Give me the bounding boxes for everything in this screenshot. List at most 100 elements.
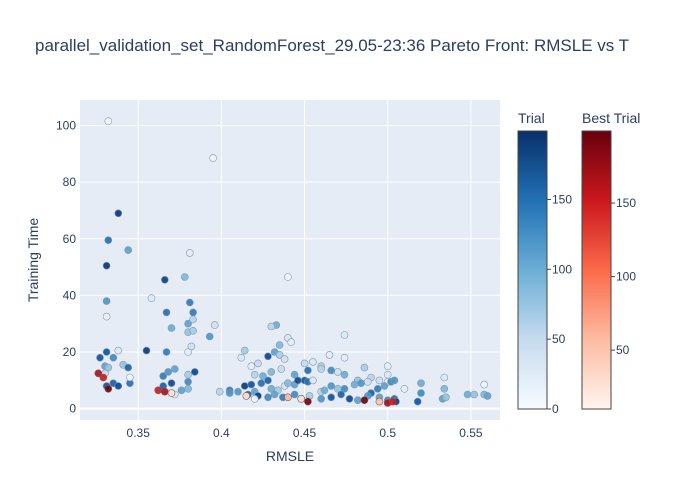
trial-point (270, 390, 279, 399)
trial-point (210, 321, 219, 329)
colorbar-tick-label: 50 (552, 332, 566, 346)
trial-point (340, 331, 349, 339)
trial-point (294, 376, 302, 385)
trial-point (275, 351, 284, 359)
best-trial-point (154, 386, 162, 395)
best-trial-point (167, 389, 176, 397)
trial-point (254, 359, 262, 368)
data-points (94, 117, 492, 407)
x-tick-label: 0.35 (127, 426, 151, 440)
trial-point (102, 348, 111, 356)
trial-point (327, 382, 336, 390)
trial-point (167, 324, 176, 332)
trial-point (309, 358, 317, 366)
trial-point (267, 368, 276, 376)
trial-point (264, 393, 272, 402)
trial-point (333, 368, 342, 376)
trial-point (102, 297, 111, 305)
best-trial-point (99, 373, 108, 382)
trial-point (390, 376, 399, 385)
trial-point (400, 384, 409, 393)
y-tick-label: 60 (63, 232, 77, 246)
trial-point (290, 390, 299, 399)
trial-point (280, 355, 289, 363)
trial-point (189, 315, 197, 324)
trial-point (114, 346, 123, 355)
colorbar-trial: Trial 0 50 100 150 (517, 110, 572, 416)
trial-point (162, 348, 171, 356)
x-tick-label: 0.4 (213, 426, 230, 440)
trial-point (413, 397, 422, 406)
trial-point (373, 384, 382, 393)
trial-point (102, 312, 111, 321)
trial-point (142, 346, 151, 355)
trial-point (327, 366, 336, 375)
trial-point (375, 376, 384, 385)
trial-point (300, 359, 309, 368)
trial-point (264, 376, 272, 385)
trial-point (442, 393, 450, 402)
trial-point (184, 384, 192, 393)
trial-point (340, 384, 349, 393)
trial-point (225, 389, 234, 397)
colorbar-best-trial-title: Best Trial (582, 110, 640, 126)
trial-point (164, 368, 172, 376)
trial-point (417, 379, 425, 388)
trial-point (234, 387, 242, 396)
trial-point (104, 363, 113, 372)
trial-point (250, 394, 259, 403)
trial-point (162, 308, 171, 317)
trial-point (215, 387, 224, 396)
trial-point (114, 382, 123, 390)
trial-point (187, 342, 196, 351)
colorbar-trial-title: Trial (518, 110, 545, 126)
trial-point (277, 365, 286, 373)
best-trial-point (161, 387, 169, 396)
trial-point (96, 353, 104, 362)
colorbar-best-trial-ticks: 50 100 150 (611, 196, 636, 357)
best-trial-point (360, 396, 369, 405)
trial-point (161, 275, 169, 284)
trial-point (184, 319, 192, 328)
y-axis-label: Training Time (25, 218, 41, 303)
trial-point (363, 377, 372, 386)
trial-point (184, 377, 192, 386)
trial-point (147, 294, 156, 303)
y-tick-label: 0 (69, 402, 76, 416)
trial-point (184, 348, 192, 356)
trial-point (284, 273, 292, 281)
trial-point (290, 370, 299, 379)
colorbar-tick-label: 50 (616, 343, 630, 357)
trial-point (320, 386, 329, 395)
colorbar-trial-ticks: 0 50 100 150 (547, 192, 572, 416)
colorbar-tick-label: 0 (552, 402, 559, 416)
trial-point (350, 380, 359, 389)
best-trial-point (242, 392, 251, 400)
trial-point (325, 351, 334, 359)
trial-point (304, 366, 312, 375)
trial-point (383, 362, 392, 371)
trial-point (247, 380, 256, 389)
trial-point (440, 373, 449, 382)
trial-point (327, 393, 336, 402)
trial-point (124, 363, 132, 372)
plot-area (80, 100, 500, 420)
trial-point (247, 362, 256, 371)
trial-point (126, 373, 134, 382)
trial-point (109, 353, 118, 362)
colorbar-best-trial-bar (581, 130, 612, 410)
trial-point (470, 390, 479, 399)
trial-point (186, 298, 194, 307)
trial-point (186, 249, 194, 257)
trial-point (360, 363, 369, 372)
trial-point (417, 389, 425, 397)
colorbar-best-trial: Best Trial 50 100 150 (581, 110, 640, 410)
trial-point (181, 273, 189, 281)
trial-point (340, 353, 349, 362)
trial-point (345, 394, 354, 403)
trial-point (480, 380, 489, 389)
x-axis-ticks: 0.35 0.4 0.45 0.5 0.55 (127, 426, 483, 440)
chart-title: parallel_validation_set_RandomForest_29.… (35, 36, 629, 55)
trial-point (209, 154, 217, 162)
trial-point (353, 396, 362, 405)
